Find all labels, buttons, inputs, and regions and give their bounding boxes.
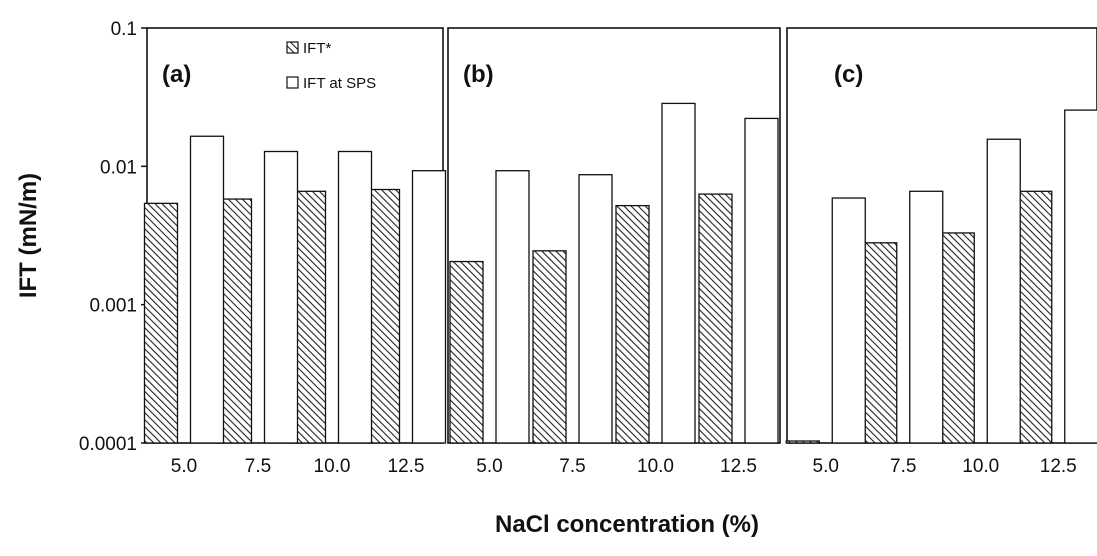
bar-ift-star xyxy=(1018,190,1053,444)
legend-label-ift-star: IFT* xyxy=(303,40,331,57)
bar-ift-at-sps xyxy=(744,117,779,444)
bar-ift-star xyxy=(863,242,898,444)
x-tick-label: 12.5 xyxy=(388,456,425,477)
panel-frame-1 xyxy=(447,27,781,444)
bar-ift-at-sps xyxy=(495,170,530,444)
x-tick-label: 10.0 xyxy=(637,456,674,477)
y-tick-label: 0.001 xyxy=(89,296,137,317)
bar-ift-at-sps xyxy=(1064,109,1097,444)
x-tick-label: 7.5 xyxy=(245,456,271,477)
x-tick-label: 5.0 xyxy=(171,456,197,477)
bar-ift-at-sps xyxy=(578,174,613,444)
bar-ift-at-sps xyxy=(337,150,373,444)
bar-ift-at-sps xyxy=(263,150,299,444)
bar-ift-star xyxy=(940,232,975,444)
legend-label-ift-at-sps: IFT at SPS xyxy=(303,75,376,92)
bar-ift-star xyxy=(143,202,179,444)
bar-ift-at-sps xyxy=(661,102,696,444)
panel-label: (a) xyxy=(162,61,191,88)
legend-swatch-ift-at-sps xyxy=(286,76,299,89)
x-tick-label: 10.0 xyxy=(314,456,351,477)
bar-ift-star xyxy=(698,193,733,444)
panel-label: (c) xyxy=(834,61,863,88)
y-tick-label: 0.1 xyxy=(111,19,137,40)
y-axis-title: IFT (mN/m) xyxy=(15,173,42,298)
panel-label: (b) xyxy=(463,61,494,88)
bar-ift-at-sps xyxy=(986,138,1021,444)
bar-ift-star xyxy=(449,260,484,444)
x-axis-title: NaCl concentration (%) xyxy=(495,511,759,538)
x-tick-label: 12.5 xyxy=(1040,456,1077,477)
bar-ift-at-sps xyxy=(189,135,225,444)
x-tick-label: 10.0 xyxy=(962,456,999,477)
bar-ift-at-sps xyxy=(831,197,866,444)
x-tick-label: 12.5 xyxy=(720,456,757,477)
y-tick-label: 0.01 xyxy=(100,157,137,178)
bar-ift-star xyxy=(785,440,820,444)
legend-swatch-ift-star xyxy=(286,41,299,54)
x-tick-label: 7.5 xyxy=(890,456,916,477)
bar-ift-star xyxy=(615,204,650,444)
x-tick-label: 7.5 xyxy=(559,456,585,477)
bar-ift-star xyxy=(532,250,567,444)
bar-ift-at-sps xyxy=(909,190,944,444)
x-tick-label: 5.0 xyxy=(476,456,502,477)
bar-ift-at-sps xyxy=(411,170,447,444)
y-tick-label: 0.0001 xyxy=(79,434,137,455)
x-tick-label: 5.0 xyxy=(813,456,839,477)
